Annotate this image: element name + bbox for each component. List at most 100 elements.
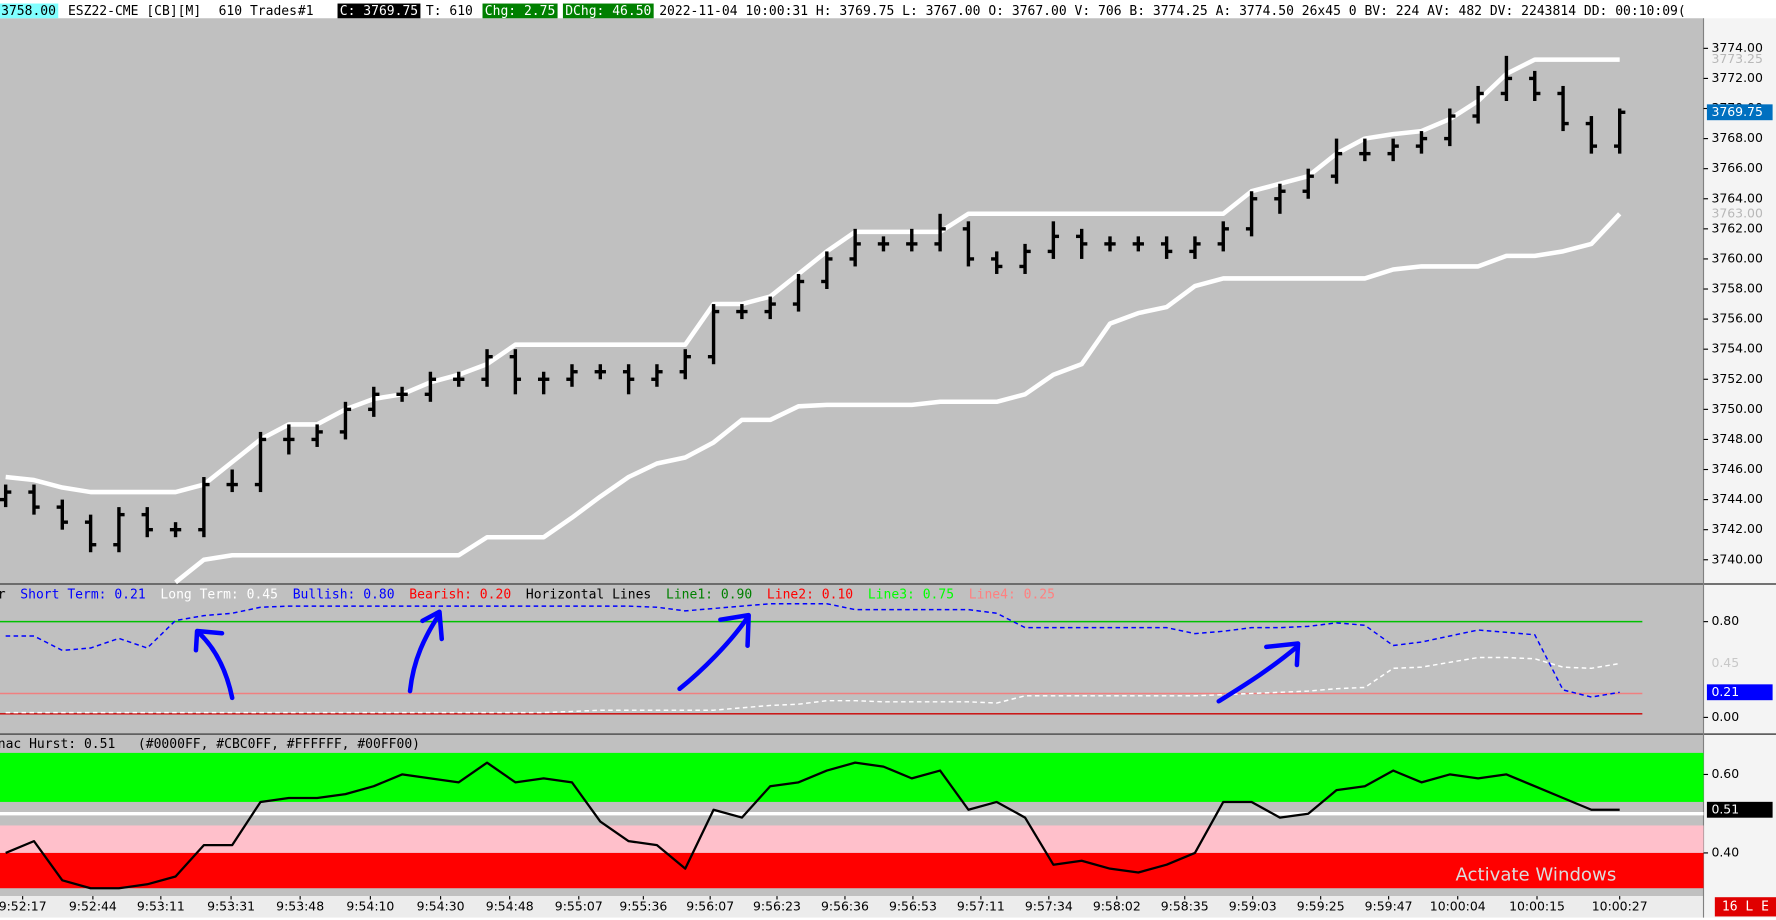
legend-entry: Line1: 0.90 xyxy=(666,587,752,602)
legend-entry: Line4: 0.25 xyxy=(969,587,1055,602)
x-tick-label: 9:59:25 xyxy=(1297,898,1345,913)
x-tick-label: 9:59:03 xyxy=(1229,898,1277,913)
x-tick-label: 9:56:07 xyxy=(686,898,734,913)
arrow xyxy=(407,611,442,694)
legend-entry: Bullish: 0.80 xyxy=(293,587,395,602)
zone-band xyxy=(0,825,1704,853)
daily-change: DChg: 46.50 xyxy=(565,4,651,19)
value-axis: 3740.00 3742.00 3744.00 3746.00 3748.00 3750.… xyxy=(1703,40,1773,566)
last-value-box xyxy=(1706,801,1773,818)
last-value-box xyxy=(1706,655,1773,672)
status-text: 16 L E xyxy=(1722,899,1769,914)
symbol: ESZ22-CME [CB][M] xyxy=(68,4,201,19)
y-tick-label: 3756.00 xyxy=(1711,311,1763,326)
tag-background xyxy=(562,3,654,19)
quote-info: 2022-11-04 10:00:31 H: 3769.75 L: 3767.0… xyxy=(659,4,1686,19)
x-tick-label: 9:53:48 xyxy=(276,898,324,913)
legend-entry: Line2: 0.10 xyxy=(767,587,853,602)
y-tick-label: 3768.00 xyxy=(1711,130,1763,145)
annotation-arrows xyxy=(193,609,1301,704)
legend-entry: r xyxy=(0,587,6,602)
y-tick-label: 3752.00 xyxy=(1711,371,1763,386)
channel-line xyxy=(5,57,1620,495)
x-tick-label: 9:54:10 xyxy=(346,898,394,913)
channel-line xyxy=(174,212,1622,585)
y-tick-label: 3774.00 xyxy=(1711,40,1763,55)
x-tick-label: 9:57:11 xyxy=(957,898,1005,913)
tag-background xyxy=(0,3,59,19)
arrow xyxy=(1216,644,1300,704)
pane xyxy=(0,752,1704,890)
plot-background xyxy=(0,18,1704,897)
y-tick-label: 3766.00 xyxy=(1711,160,1763,175)
watermark: Activate Windows xyxy=(1455,865,1616,886)
y-tick-label: 3764.00 xyxy=(1711,190,1763,205)
tick-count: T: 610 xyxy=(426,4,473,19)
chart-layer: 3740.00 3742.00 3744.00 3746.00 3748.00 3750.… xyxy=(0,40,1773,913)
x-tick-label: 9:55:07 xyxy=(555,898,603,913)
last-value-box xyxy=(1706,104,1773,121)
x-tick-label: 10:00:15 xyxy=(1509,898,1565,913)
y-tick-label: 0.80 xyxy=(1711,613,1739,628)
pane xyxy=(0,602,1643,715)
x-tick-label: 9:54:30 xyxy=(417,898,465,913)
zone-band xyxy=(0,752,1704,802)
last-value-label: 0.51 xyxy=(1711,801,1739,816)
x-tick-label: 9:58:02 xyxy=(1093,898,1141,913)
y-tick-label: 0.00 xyxy=(1711,709,1739,724)
legend-entry: Horizontal Lines xyxy=(526,587,651,602)
y-tick-label: 3750.00 xyxy=(1711,401,1763,416)
y-tick-label: 3772.00 xyxy=(1711,70,1763,85)
arrow-head xyxy=(1264,641,1301,668)
legend-entry: Long Term: 0.45 xyxy=(160,587,278,602)
arrow-head xyxy=(718,612,751,649)
x-tick-label: 9:56:23 xyxy=(753,898,801,913)
status-box xyxy=(1714,897,1776,917)
arrow-head xyxy=(420,609,444,642)
x-tick-label: 9:54:48 xyxy=(486,898,534,913)
last-value-label: 3773.25 xyxy=(1711,51,1762,66)
indicator-line xyxy=(5,602,1620,698)
tag-background xyxy=(337,3,421,19)
y-tick-label: 3744.00 xyxy=(1711,491,1763,506)
x-tick-label: 9:52:44 xyxy=(69,898,117,913)
y-tick-label: 0.40 xyxy=(1711,844,1739,859)
pane-subtitle: (#0000FF, #CBC0FF, #FFFFFF, #00FF00) xyxy=(138,737,420,752)
y-tick-label: 3762.00 xyxy=(1711,220,1763,235)
y-tick-label: 0.60 xyxy=(1711,766,1739,781)
x-tick-label: 10:00:04 xyxy=(1430,898,1486,913)
zone-band xyxy=(0,852,1704,889)
price-tag: 3758.00 xyxy=(1,4,56,19)
x-tick-label: 9:53:11 xyxy=(137,898,185,913)
last-value-label: 3769.75 xyxy=(1711,104,1762,119)
y-tick-label: 3748.00 xyxy=(1711,431,1763,446)
y-tick-label: 3746.00 xyxy=(1711,461,1763,476)
close-price: C: 3769.75 xyxy=(340,4,418,19)
x-tick-label: 9:58:35 xyxy=(1161,898,1209,913)
y-tick-label: 3754.00 xyxy=(1711,341,1763,356)
trade-number: #1 xyxy=(298,4,314,19)
last-value-label: 3763.00 xyxy=(1711,205,1763,220)
last-value-box xyxy=(1706,205,1773,222)
y-tick-label: 3742.00 xyxy=(1711,521,1763,536)
time-axis-background xyxy=(0,896,1704,918)
trades: 610 Trades xyxy=(219,4,297,19)
x-tick-label: 9:56:53 xyxy=(889,898,937,913)
header: 3758.00 ESZ22-CME [CB][M] 610 Trades #1 … xyxy=(0,3,1686,19)
legend-entry: Short Term: 0.21 xyxy=(20,587,145,602)
time-axis: 9:52:17 9:52:44 9:53:11 9:53:31 9:53:48 9:54:… xyxy=(0,896,1648,913)
last-value-label: 0.21 xyxy=(1711,684,1739,699)
x-tick-label: 9:55:36 xyxy=(619,898,667,913)
indicator-line xyxy=(5,761,1620,890)
x-tick-label: 9:57:34 xyxy=(1025,898,1073,913)
pane xyxy=(0,55,1626,585)
legend-entry: Bearish: 0.20 xyxy=(409,587,511,602)
legend-entry: Line3: 0.75 xyxy=(868,587,954,602)
price-axis-background xyxy=(1703,18,1776,918)
y-tick-label: 3758.00 xyxy=(1711,281,1763,296)
x-tick-label: 9:52:17 xyxy=(0,898,47,913)
last-value-label: 0.45 xyxy=(1711,655,1739,670)
value-axis: 0.60 0.40 0.51 xyxy=(1703,766,1773,859)
